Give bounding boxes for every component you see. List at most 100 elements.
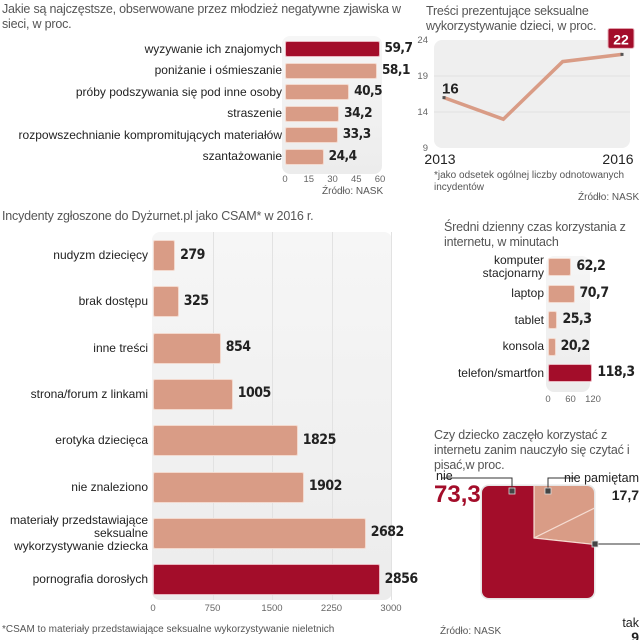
chart1-bar	[285, 62, 377, 79]
chart1-category-label: szantażowanie	[203, 150, 282, 163]
chart1-value-label: 33,3	[342, 126, 371, 142]
chart3-category-line: brak dostępu	[78, 294, 148, 309]
chart4-x-tick: 0	[545, 394, 551, 405]
chart3-bar	[153, 517, 366, 549]
chart1-category-label: straszenie	[227, 107, 282, 120]
chart3-category-line: nudyzm dziecięcy	[53, 248, 148, 262]
chart1-category-line: poniżanie i ośmieszanie	[154, 63, 282, 77]
chart4-bars: komputer stacjonarny 62,2 laptop 70,7 tablet 2…	[410, 0, 640, 420]
chart2-y-tick: 19	[417, 71, 428, 82]
chart4-bar	[548, 311, 558, 329]
chart1-category-line: rozpowszechnianie kompromitujących mater…	[18, 127, 282, 142]
chart1-x-tick: 15	[303, 174, 315, 185]
chart3-category-label: nie znaleziono	[71, 479, 148, 494]
chart4-category-label: konsola	[503, 340, 544, 353]
chart5-marker-nie-pamietam	[544, 487, 552, 495]
chart4-bar	[548, 284, 575, 303]
chart3-x-tick: 0	[150, 603, 156, 614]
chart3-value-label: 279	[180, 246, 205, 263]
chart1-value-label: 40,5	[354, 83, 383, 99]
chart2-footnote: *jako odsetek ogólnej liczby odnotowanyc…	[434, 170, 625, 193]
chart3-value-label: 1825	[302, 431, 337, 448]
chart2-source: Źródło: NASK	[578, 192, 640, 203]
chart4-bar	[548, 258, 572, 276]
chart3-gridline	[331, 232, 333, 600]
chart2-x-tick: 2016	[602, 151, 633, 167]
chart4-category-line: stacjonarny	[482, 266, 544, 280]
chart3-category-line: nie znaleziono	[71, 479, 148, 494]
chart3-footnote: *CSAM to materiały przedstawiające seksu…	[2, 624, 335, 635]
chart5-value-nie-pamietam: 17,7	[612, 487, 639, 503]
chart3-bar	[153, 332, 221, 364]
chart1-bars: wyzywanie ich znajomych 59,7 poniżanie i o…	[0, 0, 413, 200]
chart3-category-line: erotyka dziecięca	[55, 433, 148, 448]
chart1-value-label: 58,1	[381, 61, 410, 78]
chart5-value-nie: 73,3	[434, 481, 481, 508]
chart1-category-label: wyzywanie ich znajomych	[145, 42, 282, 56]
chart3-gridline	[391, 232, 392, 600]
chart4-value-label: 20,2	[560, 337, 591, 354]
chart5-title: Czy dziecko zaczęło korzystać z internet…	[434, 428, 630, 472]
chart3-x-tick: 3000	[380, 603, 402, 614]
chart4-bar	[548, 364, 593, 382]
chart3-value-label: 854	[225, 339, 251, 356]
chart1-bar	[285, 41, 380, 57]
chart4-category-label: tablet	[515, 313, 544, 327]
chart3-category-label: materiały przedstawiające seksualne wykorz…	[9, 512, 148, 553]
chart3-x-tick: 2250	[320, 603, 343, 614]
chart3-bars: nudyzm dziecięcy 279 brak dostępu 325 inne t…	[9, 232, 418, 614]
chart3-category-line: wykorzystywanie dziecka	[13, 538, 148, 553]
chart4-x-tick: 120	[585, 394, 601, 405]
chart5-slice-nie-pamiętam	[533, 486, 594, 539]
chart5-label-nie-pamietam: nie pamiętam	[564, 471, 639, 485]
chart4-category-line: laptop	[511, 286, 544, 300]
chart2-end-badge	[607, 28, 635, 49]
chart5-label-nie: nie	[436, 470, 453, 483]
chart1-bar	[285, 84, 350, 100]
chart5-marker-nie	[508, 487, 516, 495]
chart3-gridline	[272, 232, 273, 600]
chart2-line-chart: 24 19 14 9 16 22 2013 2016	[417, 28, 635, 167]
chart5-slice-nie	[482, 486, 594, 598]
chart5-label-tak: tak	[622, 616, 639, 630]
chart1-value-label: 59,7	[384, 40, 413, 56]
chart3-category-label: brak dostępu	[79, 295, 148, 308]
chart5-leader-nie	[442, 477, 513, 491]
chart2-title: Treści prezentujące seksualne wykorzysty…	[426, 4, 597, 33]
chart3-x-tick: 1500	[261, 603, 283, 614]
chart3-category-label: strona/forum z linkami	[31, 387, 148, 401]
chart1-category-line: szantażowanie	[202, 149, 282, 163]
chart1-bar	[285, 127, 338, 143]
chart2-end-value: 22	[613, 31, 629, 47]
chart2-start-value: 16	[442, 81, 459, 98]
chart1-x-tick: 0	[282, 174, 288, 185]
chart4-bar	[548, 337, 556, 356]
chart1-x-tick: 60	[374, 174, 386, 185]
chart1-x-tick: 30	[327, 174, 338, 185]
chart2-y-tick: 14	[417, 107, 428, 118]
chart1-category-label: rozpowszechnianie kompromitujących mater…	[18, 127, 282, 142]
chart4-category-line: komputer	[493, 253, 544, 267]
chart2-x-tick: 2013	[424, 151, 455, 167]
chart4-category-label: laptop	[511, 287, 544, 300]
chart1-title: Jakie są najczęstsze, obserwowane przez …	[2, 2, 401, 31]
chart1-x-tick: 45	[350, 174, 362, 185]
chart2-series-line	[443, 52, 623, 122]
chart3-bar	[153, 378, 233, 410]
chart3-bar	[153, 425, 298, 457]
chart3-category-line: materiały przedstawiające	[9, 512, 148, 527]
chart4-value-label: 25,3	[562, 311, 592, 327]
chart5-slice-tak	[531, 486, 594, 560]
chart3-value-label: 1902	[308, 478, 343, 494]
chart3-x-tick: 750	[204, 603, 221, 614]
chart3-bar	[153, 471, 304, 503]
chart3-value-label: 325	[183, 292, 209, 309]
chart5-leader-nie-pamietam	[547, 477, 577, 491]
chart1-value-label: 34,2	[344, 104, 373, 121]
chart3-category-label: erotyka dziecięca	[55, 434, 148, 447]
chart1-source: Źródło: NASK	[322, 186, 384, 197]
chart5-marker-tak	[591, 540, 599, 548]
chart3-value-label: 1005	[237, 385, 272, 402]
chart4-title: Średni dzienny czas korzystania z intern…	[444, 220, 626, 249]
